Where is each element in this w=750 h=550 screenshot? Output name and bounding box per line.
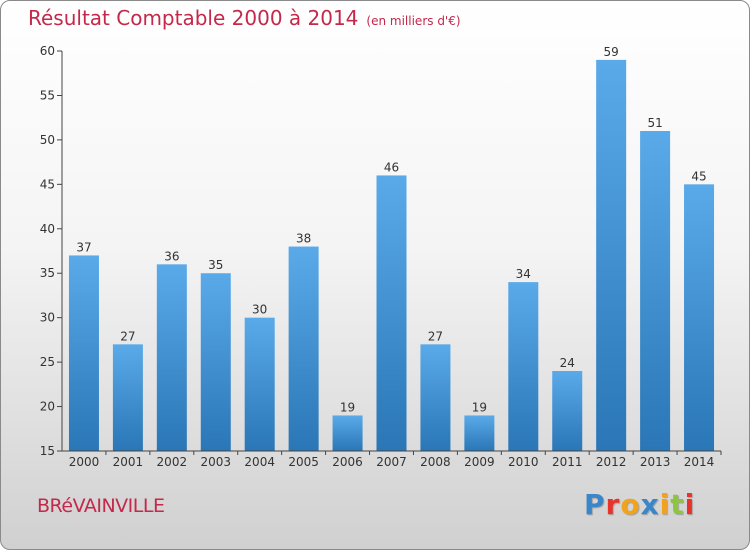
y-tick-label: 25: [40, 355, 55, 369]
y-tick-label: 35: [40, 266, 55, 280]
data-label-2013: 51: [647, 116, 662, 130]
data-label-2009: 19: [472, 400, 487, 414]
y-tick-label: 30: [40, 311, 55, 325]
logo-letter: i: [684, 488, 696, 521]
data-label-2002: 36: [164, 249, 179, 263]
x-tick-label: 2004: [244, 455, 275, 469]
bar-2003: [200, 273, 231, 451]
chart-subtitle: (en milliers d'€): [366, 14, 461, 28]
x-tick-label: 2008: [420, 455, 451, 469]
logo-letter: o: [620, 488, 641, 521]
logo-letter: i: [659, 488, 671, 521]
city-name: BRéVAINVILLE: [37, 495, 165, 517]
proxiti-logo: Proxiti: [584, 488, 695, 521]
x-tick-label: 2005: [288, 455, 319, 469]
chart-title-text: Résultat Comptable 2000 à 2014: [28, 6, 359, 30]
chart-title: Résultat Comptable 2000 à 2014 (en millie…: [28, 6, 461, 30]
y-tick-label: 15: [40, 444, 55, 458]
x-tick-label: 2012: [596, 455, 627, 469]
bar-2009: [464, 415, 495, 451]
data-label-2006: 19: [340, 400, 355, 414]
data-label-2005: 38: [296, 232, 311, 246]
bar-2002: [156, 264, 187, 451]
y-tick-label: 40: [40, 222, 55, 236]
logo-letter: t: [670, 488, 685, 521]
logo-letter: r: [605, 488, 621, 521]
logo-letter: P: [584, 488, 606, 521]
bar-2001: [112, 344, 143, 451]
data-label-2014: 45: [691, 169, 706, 183]
x-tick-label: 2000: [69, 455, 100, 469]
bar-2014: [684, 184, 715, 452]
data-label-2010: 34: [516, 267, 531, 281]
data-label-2000: 37: [76, 240, 91, 254]
x-tick-label: 2009: [464, 455, 495, 469]
y-tick-label: 50: [40, 133, 55, 147]
x-tick-label: 2007: [376, 455, 407, 469]
bar-2004: [244, 317, 275, 451]
x-tick-label: 2001: [113, 455, 144, 469]
bar-2008: [420, 344, 451, 451]
data-label-2001: 27: [120, 329, 135, 343]
bar-2006: [332, 415, 363, 451]
bar-2005: [288, 246, 319, 451]
y-tick-label: 20: [40, 400, 55, 414]
x-tick-label: 2014: [684, 455, 715, 469]
bar-2011: [552, 371, 583, 451]
y-tick-label: 55: [40, 88, 55, 102]
y-tick-label: 60: [40, 44, 55, 58]
data-label-2008: 27: [428, 329, 443, 343]
bar-2000: [68, 255, 99, 451]
bar-2007: [376, 175, 407, 451]
x-tick-label: 2011: [552, 455, 583, 469]
x-tick-label: 2006: [332, 455, 363, 469]
data-label-2004: 30: [252, 303, 267, 317]
x-tick-label: 2002: [157, 455, 188, 469]
bar-2013: [640, 131, 671, 451]
x-tick-label: 2010: [508, 455, 539, 469]
data-label-2011: 24: [560, 356, 575, 370]
x-tick-label: 2003: [200, 455, 231, 469]
bar-2012: [596, 59, 627, 452]
bar-2010: [508, 282, 539, 451]
data-label-2012: 59: [604, 45, 619, 59]
data-label-2003: 35: [208, 258, 223, 272]
data-label-2007: 46: [384, 160, 399, 174]
y-tick-label: 45: [40, 177, 55, 191]
logo-letter: x: [640, 488, 660, 521]
x-tick-label: 2013: [640, 455, 671, 469]
